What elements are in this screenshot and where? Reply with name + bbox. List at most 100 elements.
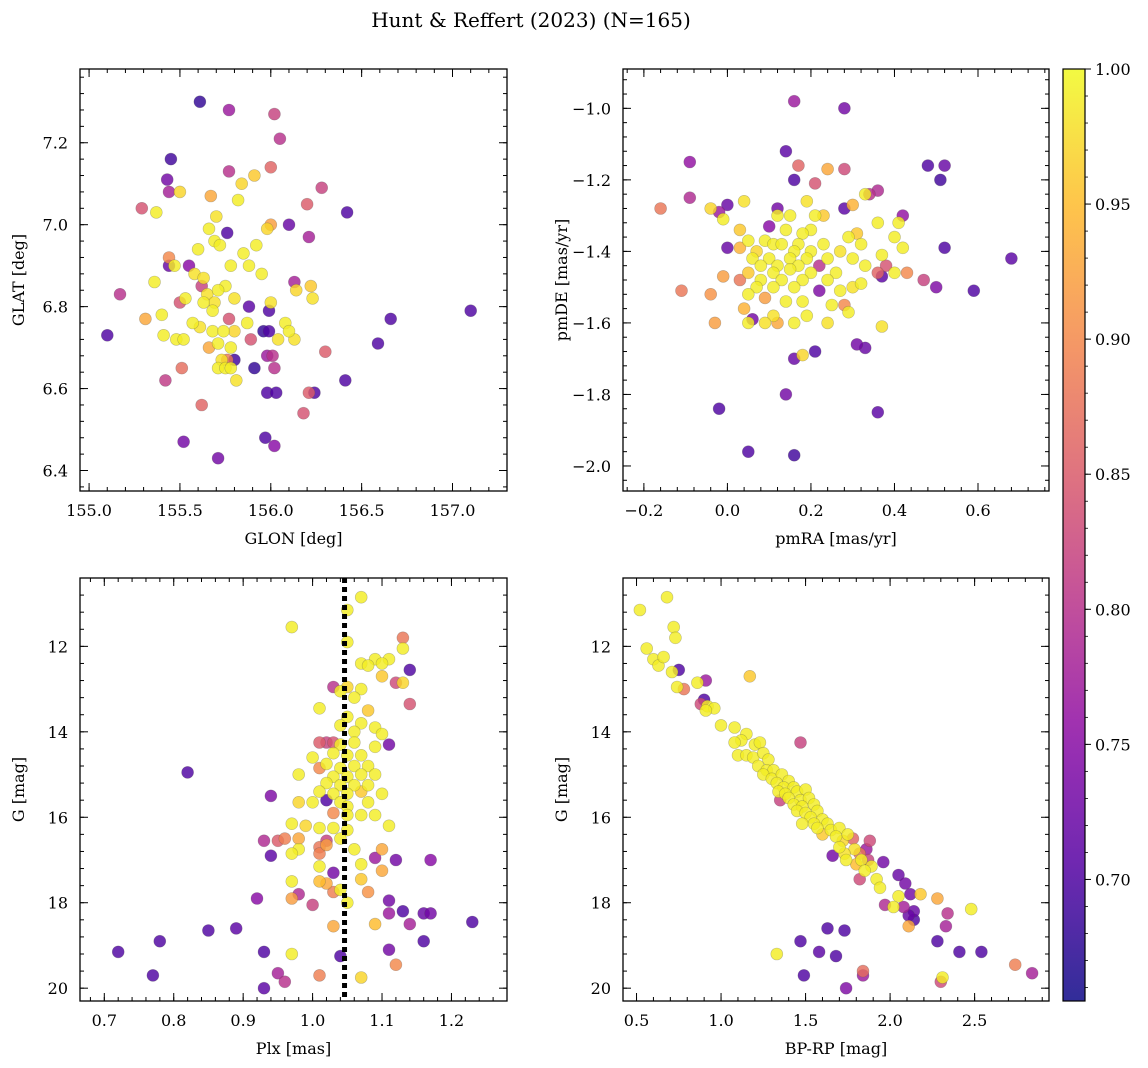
data-point xyxy=(320,838,333,852)
data-point xyxy=(361,759,375,773)
data-point xyxy=(779,223,793,237)
x-tick-label: 0.5 xyxy=(624,1011,649,1030)
data-point xyxy=(300,197,314,211)
y-tick-label: 20 xyxy=(591,979,611,998)
data-point xyxy=(403,697,417,711)
data-point xyxy=(224,259,238,273)
data-point xyxy=(327,866,340,880)
data-point xyxy=(787,94,801,108)
x-tick-label: 0.7 xyxy=(92,1011,117,1030)
data-point xyxy=(220,226,234,240)
data-point xyxy=(242,300,256,313)
x-axis-label: BP-RP [mag] xyxy=(785,1039,887,1058)
data-point xyxy=(846,252,860,265)
data-point xyxy=(938,159,951,172)
data-point xyxy=(255,267,269,281)
data-point xyxy=(888,266,901,280)
ticks xyxy=(623,69,1049,491)
data-point xyxy=(248,169,261,182)
y-tick-label: 7.0 xyxy=(43,216,68,235)
data-point xyxy=(762,252,776,265)
colorbar-tick-label: 0.70 xyxy=(1095,870,1131,889)
x-tick-label: 156.5 xyxy=(339,501,385,520)
data-point xyxy=(135,202,149,215)
data-point xyxy=(811,821,824,835)
data-point xyxy=(797,969,811,982)
data-point xyxy=(876,855,890,869)
data-point xyxy=(113,287,127,301)
data-point xyxy=(320,776,333,790)
data-point xyxy=(821,273,834,287)
data-point xyxy=(375,727,389,741)
data-point xyxy=(795,817,809,831)
data-point xyxy=(833,245,847,258)
data-point xyxy=(320,757,333,771)
data-point xyxy=(787,173,801,187)
data-point xyxy=(838,162,851,176)
data-point xyxy=(338,374,352,387)
data-point xyxy=(821,922,834,935)
data-point xyxy=(683,191,697,204)
data-point xyxy=(892,868,905,882)
y-tick-label: 6.4 xyxy=(43,462,68,481)
data-point xyxy=(327,787,340,801)
data-point xyxy=(779,388,793,401)
data-point xyxy=(812,945,826,959)
data-point xyxy=(347,691,361,704)
data-point xyxy=(347,736,361,749)
data-point xyxy=(833,840,846,854)
data-point xyxy=(858,864,872,878)
data-point xyxy=(228,292,241,305)
data-point xyxy=(368,740,382,754)
data-point xyxy=(704,287,718,301)
data-point xyxy=(898,877,912,890)
data-point xyxy=(375,657,389,670)
data-point xyxy=(796,273,809,287)
data-point xyxy=(640,642,654,655)
data-point xyxy=(260,222,274,236)
data-point xyxy=(211,451,225,465)
data-point xyxy=(271,333,285,346)
data-point xyxy=(892,889,905,903)
data-point xyxy=(839,981,853,995)
panel-bprp-g: 0.5 1.0 1.5 2.0 2.5 12 14 16 18 20 BP-RP [mag] G [m… xyxy=(552,577,1050,1058)
data-point xyxy=(821,162,834,176)
data-point xyxy=(691,676,704,690)
y-tick-label: 18 xyxy=(48,894,68,913)
data-point xyxy=(721,241,734,255)
data-point xyxy=(800,309,814,323)
data-point xyxy=(746,252,759,265)
data-point xyxy=(879,259,893,273)
data-point xyxy=(743,669,757,683)
data-point xyxy=(741,445,755,459)
data-point xyxy=(396,631,410,645)
data-point xyxy=(368,768,382,781)
data-point xyxy=(240,316,254,330)
panel-pmra-pmde: −0.2 0.0 0.2 0.4 0.6 −2.0 −1.8 −1.6 −1.4 −1.2 −1.0… xyxy=(552,68,1050,548)
data-point xyxy=(699,704,713,717)
data-point xyxy=(354,971,368,984)
data-point xyxy=(762,220,776,233)
colorbar-tick-label: 0.95 xyxy=(1095,195,1131,214)
data-point xyxy=(796,348,809,362)
data-point xyxy=(754,259,768,273)
x-tick-label: 0.0 xyxy=(715,501,740,520)
data-point xyxy=(347,725,361,739)
data-point xyxy=(675,284,688,298)
data-point xyxy=(403,917,417,931)
y-tick-label: 7.2 xyxy=(43,134,68,153)
data-point xyxy=(829,949,843,963)
data-point xyxy=(931,934,944,948)
colorbar-tick-label: 0.85 xyxy=(1095,465,1131,484)
data-point xyxy=(728,721,741,734)
data-point xyxy=(858,187,872,201)
data-point xyxy=(396,904,410,918)
x-tick-label: −0.2 xyxy=(624,501,663,520)
data-point xyxy=(871,405,885,419)
data-point xyxy=(285,620,299,634)
data-point xyxy=(278,832,292,845)
data-point xyxy=(842,230,855,244)
data-point xyxy=(327,821,340,835)
data-point xyxy=(812,284,826,298)
